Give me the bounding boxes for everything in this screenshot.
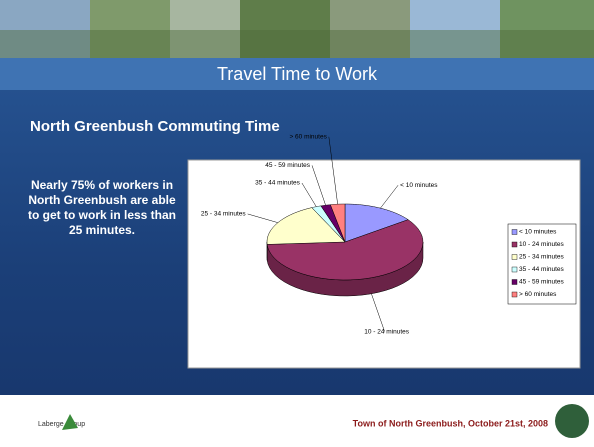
- legend-swatch: [511, 291, 518, 298]
- footer: Town of North Greenbush, October 21st, 2…: [353, 418, 548, 428]
- legend-swatch: [511, 266, 518, 273]
- legend-label: 35 - 44 minutes: [519, 266, 565, 273]
- logo-icon: [62, 414, 78, 430]
- legend-label: 10 - 24 minutes: [519, 241, 565, 248]
- legend-label: < 10 minutes: [519, 229, 557, 236]
- town-seal: [555, 404, 589, 438]
- leader-line: [328, 136, 338, 205]
- pie-slice: [344, 203, 409, 243]
- slice-label: 35 - 44 minutes: [255, 180, 301, 187]
- pie-side-shade: [267, 242, 423, 296]
- title-band: [0, 58, 594, 90]
- slice-label: 45 - 59 minutes: [265, 162, 311, 169]
- footer-band: [0, 395, 594, 447]
- legend-swatch: [511, 279, 518, 285]
- legend-swatch: [511, 254, 518, 260]
- leader-line: [301, 182, 317, 207]
- legend-label: 45 - 59 minutes: [519, 279, 565, 286]
- logo: Laberge Group: [38, 421, 85, 428]
- legend-label: 25 - 34 minutes: [519, 254, 565, 261]
- slice-label: < 10 minutes: [400, 182, 438, 189]
- legend-swatch: [511, 229, 518, 235]
- slice-label: > 60 minutes: [289, 133, 327, 140]
- pie-slice: [330, 203, 346, 243]
- pie-slice: [266, 219, 424, 281]
- legend-swatch: [511, 241, 518, 248]
- leader-line: [371, 293, 385, 332]
- slide-title: Travel Time to Work: [217, 64, 378, 84]
- slice-label: 25 - 34 minutes: [201, 211, 247, 218]
- legend-box: [507, 223, 577, 305]
- photo-strip: [0, 0, 594, 58]
- leader-line: [380, 185, 399, 209]
- leader-line: [247, 213, 278, 223]
- slice-label: 10 - 24 minutes: [364, 328, 410, 335]
- pie-slice: [320, 204, 346, 243]
- leader-line: [311, 165, 326, 206]
- legend-label: > 60 minutes: [519, 291, 557, 298]
- note: Nearly 75% of workers in North Greenbush…: [28, 178, 177, 237]
- heading: North Greenbush Commuting Time: [30, 118, 280, 135]
